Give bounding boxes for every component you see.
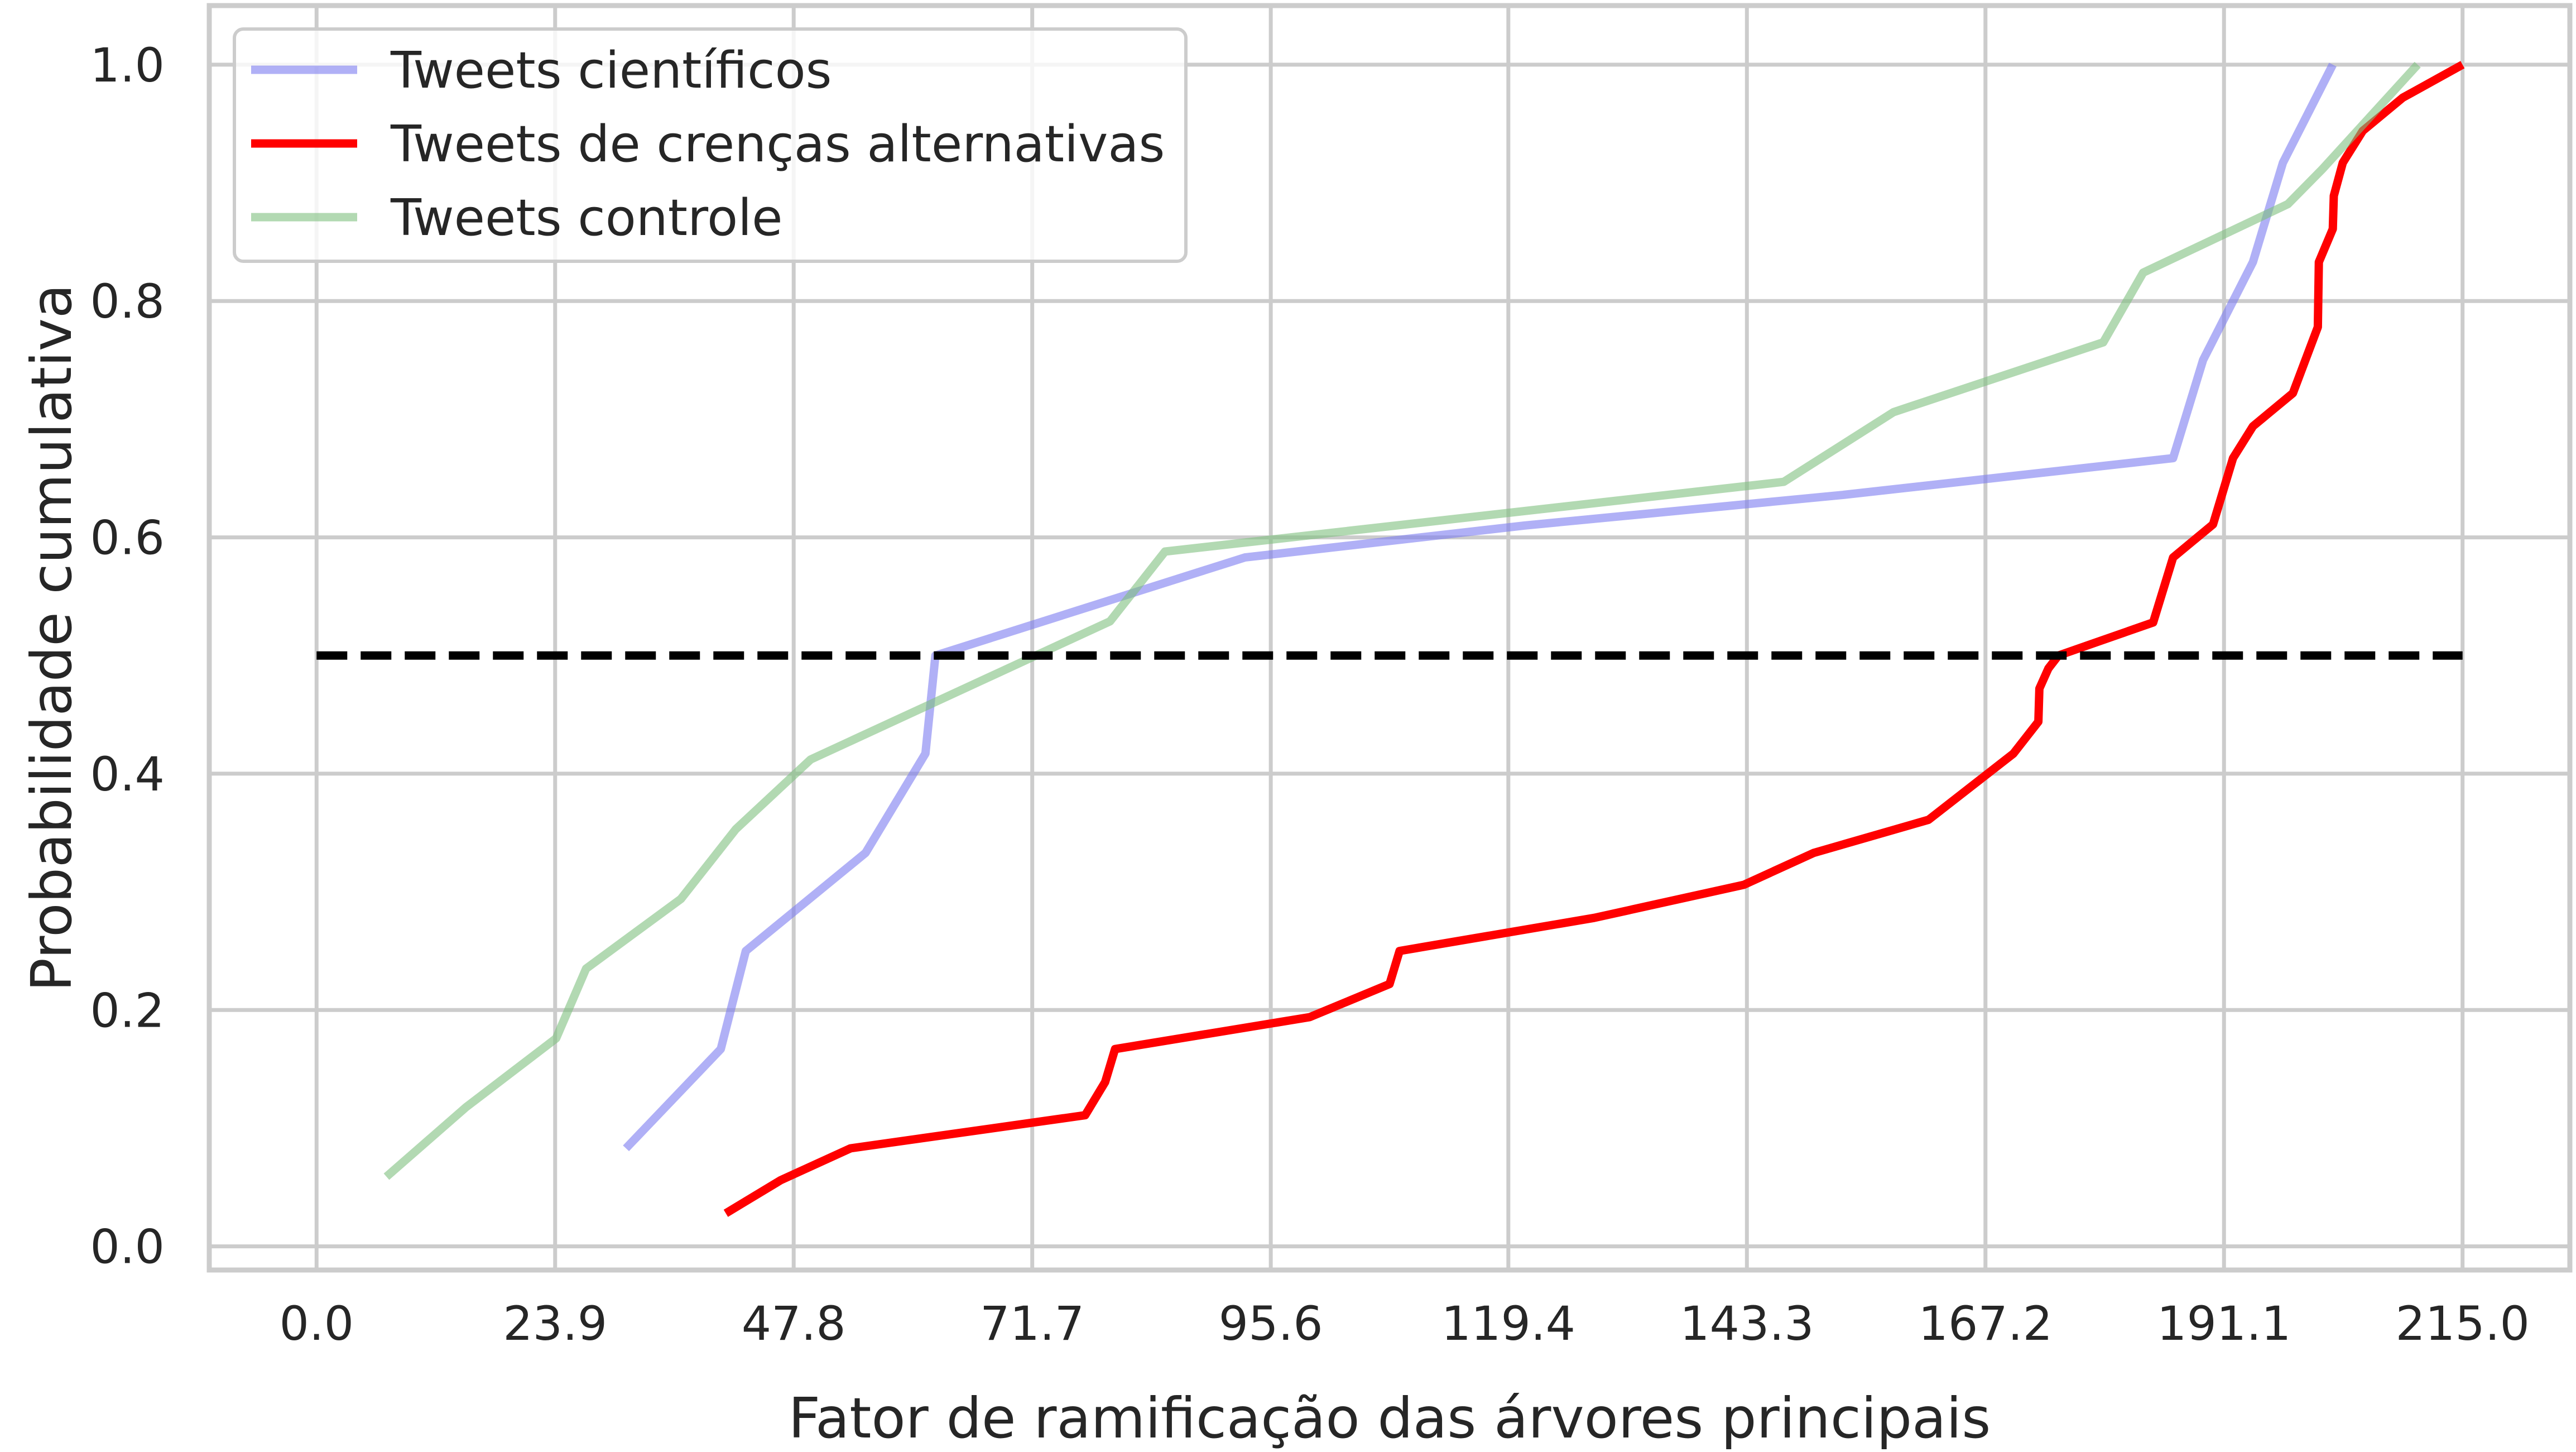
x-tick-label: 71.7 xyxy=(980,1296,1084,1351)
x-axis-ticks: 0.0 23.9 47.8 71.7 95.6 119.4 143.3 167.2 191.1 2… xyxy=(279,1296,2529,1351)
legend-label: Tweets científicos xyxy=(390,41,832,100)
series-line-2 xyxy=(723,61,2465,1217)
x-tick-label: 143.3 xyxy=(1680,1296,1814,1351)
legend-box xyxy=(233,27,1188,263)
x-axis-label: Fator de ramificação das árvores princip… xyxy=(789,1386,1991,1451)
x-tick-label: 119.4 xyxy=(1441,1296,1575,1351)
legend-label: Tweets de crenças alternativas xyxy=(390,115,1165,174)
y-tick-label: 0.4 xyxy=(90,747,165,802)
legend: Tweets científicos Tweets de crenças alte… xyxy=(233,27,1188,263)
x-tick-label: 167.2 xyxy=(1919,1296,2053,1351)
y-axis-ticks: 0.0 0.2 0.4 0.6 0.8 1.0 xyxy=(90,38,165,1274)
legend-label: Tweets controle xyxy=(390,189,783,247)
y-tick-label: 0.0 xyxy=(90,1220,165,1274)
y-axis-label: Probabilidade cumulativa xyxy=(19,284,84,991)
series xyxy=(383,61,2465,1217)
y-tick-label: 1.0 xyxy=(90,38,165,93)
x-tick-label: 95.6 xyxy=(1219,1296,1323,1351)
y-tick-label: 0.2 xyxy=(90,983,165,1038)
y-tick-label: 0.6 xyxy=(90,511,165,566)
x-tick-label: 23.9 xyxy=(503,1296,607,1351)
y-tick-label: 0.8 xyxy=(90,274,165,329)
plot-frame xyxy=(206,3,2573,1273)
x-tick-label: 215.0 xyxy=(2395,1296,2529,1351)
x-tick-label: 191.1 xyxy=(2157,1296,2291,1351)
x-tick-label: 47.8 xyxy=(742,1296,846,1351)
series-line-3 xyxy=(383,61,2421,1180)
x-tick-label: 0.0 xyxy=(279,1296,354,1351)
series-line-1 xyxy=(623,63,2337,1152)
